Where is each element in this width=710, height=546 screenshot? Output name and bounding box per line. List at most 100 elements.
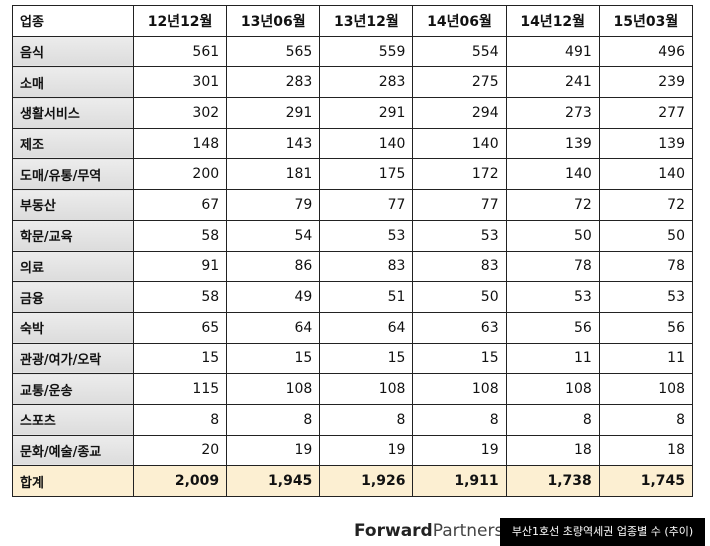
cell: 56 [598,311,694,344]
cell: 8 [598,403,694,436]
cell: 108 [226,373,321,405]
cell: 58 [132,281,228,313]
cell: 148 [132,127,228,160]
cell: 283 [226,66,321,99]
cell: 58 [132,219,228,252]
brand-light: Partners [432,521,504,541]
cell: 143 [226,127,321,160]
cell: 139 [505,127,600,160]
row-label: 업종 [12,5,134,37]
cell: 11 [598,342,694,375]
body-row: 음식 561 565 559 554 491 496 [12,35,694,68]
cell: 291 [319,97,414,129]
body-row: 스포츠 8 8 8 8 8 8 [12,403,694,436]
cell: 83 [412,250,507,283]
body-row: 의료 91 86 83 83 78 78 [12,250,694,283]
cell: 54 [226,219,321,252]
cell: 15 [319,342,414,375]
cell: 291 [226,97,321,129]
cell: 15 [226,342,321,375]
cell: 15 [132,342,228,375]
cell: 56 [505,311,600,344]
cell: 49 [226,281,321,313]
data-table: 업종 12년12월 13년06월 13년12월 14년06월 14년12월 15년03월 음식… [12,5,694,497]
row-label: 금융 [12,281,134,313]
cell: 140 [505,158,600,191]
cell: 79 [226,189,321,221]
cell: 172 [412,158,507,191]
cell: 91 [132,250,228,283]
brand: ForwardPartners® [354,521,511,541]
cell: 1,745 [598,465,694,497]
footer: ForwardPartners® 부산1호선 초량역세권 업종별 수 (추이) [0,518,710,546]
cell: 14년12월 [505,5,600,37]
cell: 53 [598,281,694,313]
row-label: 부동산 [12,189,134,221]
cell: 64 [319,311,414,344]
cell: 1,926 [319,465,414,497]
row-label: 학문/교육 [12,219,134,252]
cell: 77 [319,189,414,221]
body-row: 숙박 65 64 64 63 56 56 [12,311,694,344]
cell: 200 [132,158,228,191]
cell: 77 [412,189,507,221]
cell: 13년06월 [226,5,321,37]
cell: 50 [412,281,507,313]
row-label: 생활서비스 [12,97,134,129]
cell: 2,009 [132,465,228,497]
cell: 18 [598,434,694,467]
cell: 86 [226,250,321,283]
cell: 1,738 [505,465,600,497]
cell: 283 [319,66,414,99]
row-label: 소매 [12,66,134,99]
cell: 53 [505,281,600,313]
cell: 15년03월 [598,5,694,37]
caption: 부산1호선 초량역세권 업종별 수 (추이) [500,518,705,546]
cell: 53 [319,219,414,252]
cell: 63 [412,311,507,344]
cell: 20 [132,434,228,467]
cell: 78 [505,250,600,283]
row-label: 도매/유통/무역 [12,158,134,191]
cell: 13년12월 [319,5,414,37]
cell: 78 [598,250,694,283]
cell: 72 [598,189,694,221]
body-row: 도매/유통/무역 200 181 175 172 140 140 [12,158,694,191]
cell: 302 [132,97,228,129]
cell: 8 [132,403,228,436]
body-row: 학문/교육 58 54 53 53 50 50 [12,219,694,252]
cell: 53 [412,219,507,252]
body-row: 금융 58 49 51 50 53 53 [12,281,694,313]
cell: 14년06월 [412,5,507,37]
body-row: 교통/운송 115 108 108 108 108 108 [12,373,694,405]
cell: 72 [505,189,600,221]
cell: 8 [505,403,600,436]
cell: 50 [598,219,694,252]
row-label: 제조 [12,127,134,160]
body-row: 부동산 67 79 77 77 72 72 [12,189,694,221]
cell: 561 [132,35,228,68]
cell: 19 [412,434,507,467]
body-row: 문화/예술/종교 20 19 19 19 18 18 [12,434,694,467]
cell: 496 [598,35,694,68]
cell: 140 [598,158,694,191]
cell: 491 [505,35,600,68]
body-row: 소매 301 283 283 275 241 239 [12,66,694,99]
row-label: 숙박 [12,311,134,344]
row-label: 의료 [12,250,134,283]
cell: 108 [505,373,600,405]
head-row: 업종 12년12월 13년06월 13년12월 14년06월 14년12월 15년03월 [12,5,694,37]
row-label: 합계 [12,465,134,497]
cell: 301 [132,66,228,99]
row-label: 음식 [12,35,134,68]
row-label: 문화/예술/종교 [12,434,134,467]
cell: 8 [319,403,414,436]
cell: 12년12월 [132,5,228,37]
cell: 15 [412,342,507,375]
cell: 51 [319,281,414,313]
cell: 559 [319,35,414,68]
cell: 115 [132,373,228,405]
cell: 277 [598,97,694,129]
cell: 19 [319,434,414,467]
cell: 108 [412,373,507,405]
